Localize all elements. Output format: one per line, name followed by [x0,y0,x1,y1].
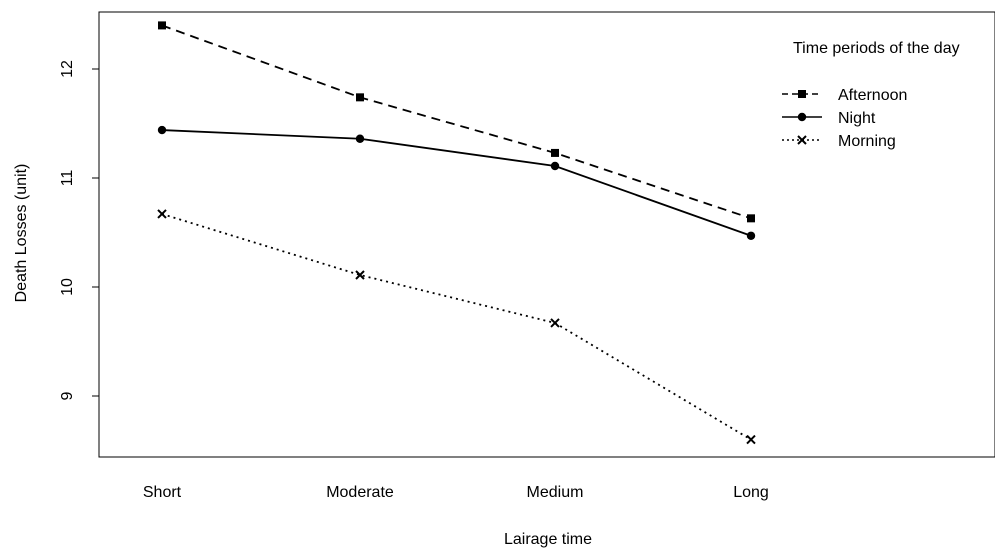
series-morning [157,209,756,445]
series-afternoon [158,21,755,223]
legend-item-afternoon: Afternoon [782,87,907,104]
marker-x [355,270,365,280]
marker-x [157,209,167,219]
legend-label-night: Night [838,110,876,127]
y-axis: 9 10 11 12 [59,60,100,400]
marker-square [551,148,559,157]
marker-x [797,135,807,145]
marker-square [798,90,806,98]
marker-x [550,318,560,328]
marker-square [356,93,364,102]
x-tick-label: Medium [527,484,584,501]
series-line-night [161,129,752,237]
y-tick-label: 9 [59,391,76,400]
legend-title: Time periods of the day [793,40,960,57]
legend: Time periods of the day Afternoon Night Mo… [782,40,960,150]
series-line-morning [161,213,752,441]
marker-circle [355,134,365,143]
y-tick-label: 11 [59,170,76,187]
legend-item-night: Night [782,110,876,127]
plot-area-frame [98,11,995,458]
marker-x [746,434,756,445]
x-axis: Short Moderate Medium Long [143,484,769,501]
marker-square [158,21,166,30]
y-tick-label: 10 [59,278,76,296]
marker-circle [157,125,167,135]
series-night [157,125,756,240]
y-axis-title: Death Losses (unit) [13,164,30,303]
series-layer [157,21,756,445]
x-tick-label: Short [143,484,182,501]
marker-circle [746,231,756,240]
marker-circle [550,161,560,171]
x-axis-title: Lairage time [504,531,592,548]
legend-label-afternoon: Afternoon [838,87,907,104]
series-line-afternoon [161,24,752,220]
marker-square [747,214,755,223]
x-tick-label: Moderate [326,484,394,501]
marker-circle [797,112,807,122]
y-tick-label: 12 [59,60,76,78]
x-tick-label: Long [733,484,769,501]
legend-label-morning: Morning [838,133,896,150]
legend-item-morning: Morning [782,133,896,150]
